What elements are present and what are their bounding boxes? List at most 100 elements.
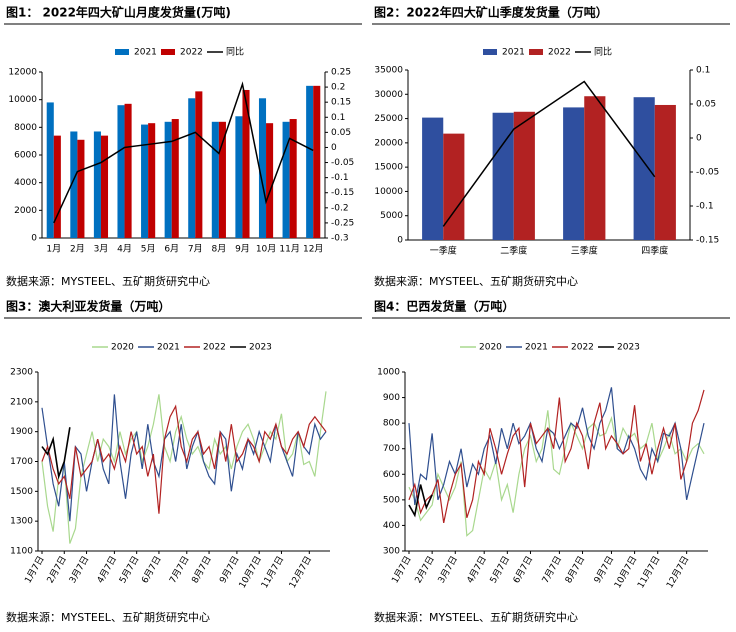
x-tick-label: 一季度 [430,245,457,257]
y-tick-label: 2300 [10,368,33,378]
line-series [41,394,327,522]
legend-label: 2023 [249,343,272,353]
y2-tick-label: -0.25 [331,218,354,228]
bar [93,131,101,238]
chart-title: 图4：巴西发货量（万吨） [374,299,514,314]
y2-tick-label: 0.05 [696,100,716,110]
legend-swatch [115,49,129,55]
bar [306,85,314,238]
bar [266,123,274,238]
legend-label: 同比 [594,46,612,58]
chart-panel: 图2：2022年四大矿山季度发货量（万吨） 数据来源：MYSTEEL、五矿期货研究… [372,5,730,288]
y-tick-label: 12000 [8,68,37,78]
y2-tick-label: -0.2 [331,203,349,213]
y2-tick-label: 0 [696,134,702,144]
x-tick-label: 9月 [235,244,250,255]
y2-tick-label: 0.25 [331,68,351,78]
source-note: 数据来源：MYSTEEL、五矿期货研究中心 [374,610,578,624]
x-tick-label: 12月7日 [287,554,314,590]
legend-swatch [529,49,543,55]
legend-label: 2021 [134,48,157,58]
x-tick-label: 6月7日 [511,554,535,585]
legend-label: 2020 [479,343,502,353]
y2-tick-label: -0.1 [331,173,349,183]
bar [164,121,172,238]
bar [117,105,125,238]
chart-title: 图3：澳大利亚发货量（万吨） [6,299,170,314]
bar [513,111,535,241]
x-tick-label: 7月 [188,244,203,255]
bar [289,119,297,238]
x-tick-label: 10月7日 [612,554,639,590]
bar [258,98,267,239]
y-tick-label: 500 [383,495,400,505]
y2-tick-label: 0.1 [331,113,345,123]
bar [100,135,109,238]
y2-tick-label: -0.15 [331,188,354,198]
bar [148,123,156,238]
x-tick-label: 四季度 [641,245,668,257]
bar [242,89,250,238]
chart-panel: 图4：巴西发货量（万吨） 数据来源：MYSTEEL、五矿期货研究中心 300 400 5… [372,299,730,624]
y-tick-label: 600 [383,470,400,480]
x-tick-label: 3月 [94,244,109,255]
x-tick-label: 12月7日 [664,554,691,590]
y-tick-label: 1900 [10,427,33,437]
bar [422,117,444,240]
x-tick-label: 5月 [141,244,156,255]
y2-tick-label: 0.05 [331,128,351,138]
bar [563,107,585,241]
bar [70,131,78,238]
bar [313,85,321,238]
legend-label: 2022 [548,48,571,58]
bar [282,121,290,238]
y2-tick-label: -0.05 [331,158,354,168]
x-tick-label: 4月7日 [95,554,119,585]
line-series [442,80,656,227]
bar [584,96,606,240]
bar [53,135,61,238]
y-tick-label: 2000 [14,206,37,216]
y-tick-label: 8000 [14,123,37,133]
line-series [53,81,314,224]
y2-tick-label: 0 [331,143,337,153]
line-series [41,404,327,514]
legend-label: 2021 [502,48,525,58]
legend-label: 2020 [111,343,134,353]
bar [654,104,676,240]
bar [188,98,196,239]
x-tick-label: 12月 [303,244,323,255]
y-tick-label: 900 [383,393,400,403]
legend-label: 2022 [180,48,203,58]
y2-tick-label: -0.3 [331,234,349,244]
x-tick-label: 4月7日 [465,554,489,585]
y2-tick-label: 0.15 [331,98,351,108]
x-tick-label: 2月7日 [413,554,437,585]
chart-title: 图2：2022年四大矿山季度发货量（万吨） [374,5,608,20]
y-tick-label: 0 [397,236,403,246]
y-tick-label: 5000 [380,211,403,221]
line-series [408,410,705,537]
x-tick-label: 1月7日 [23,554,47,585]
y-tick-label: 1300 [10,517,33,527]
x-tick-label: 8月 [212,244,227,255]
line-series [41,391,327,544]
x-tick-label: 1月 [46,244,61,255]
source-note: 数据来源：MYSTEEL、五矿期货研究中心 [6,274,210,288]
y-tick-label: 700 [383,444,400,454]
x-tick-label: 6月 [164,244,179,255]
y-tick-label: 25000 [374,114,403,124]
x-tick-label: 8月7日 [563,554,587,585]
bar [171,119,179,238]
bar [633,97,655,240]
y-tick-label: 15000 [374,163,403,173]
x-tick-label: 6月7日 [139,554,163,585]
y-tick-label: 4000 [14,178,37,188]
line-series [408,484,433,518]
chart-title: 图1： 2022年四大矿山月度发货量(万吨) [6,5,231,20]
bar [46,102,54,238]
bar [235,116,243,238]
bar [492,112,514,240]
y-tick-label: 30000 [374,90,403,100]
line-series [41,427,71,480]
